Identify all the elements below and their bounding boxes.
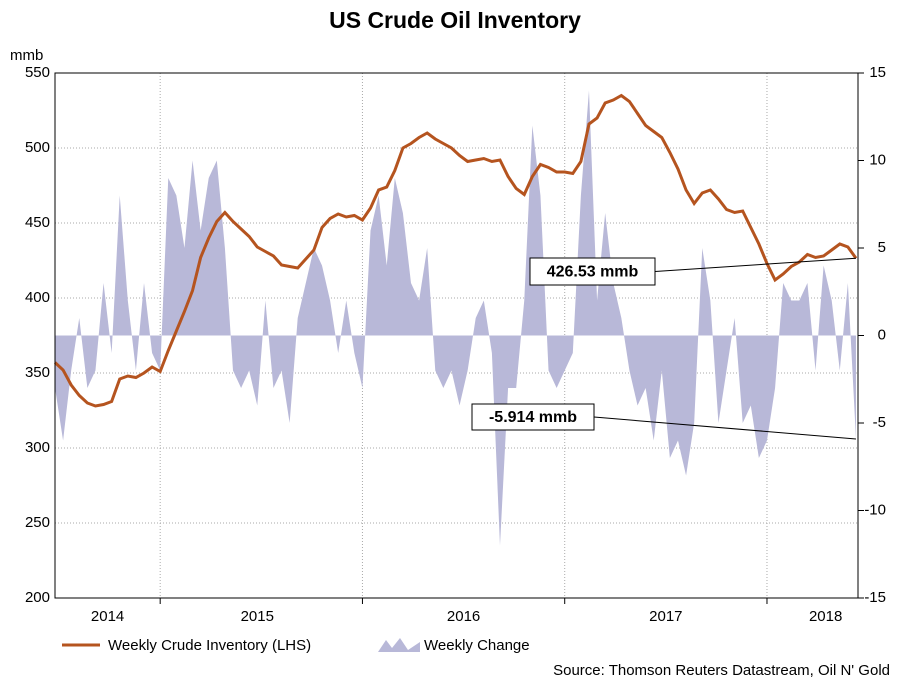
y2-tick-label: -5	[873, 414, 886, 431]
y2-tick-label: 10	[869, 151, 886, 168]
x-tick-label: 2018	[809, 608, 842, 625]
y-tick-label: 300	[25, 439, 50, 456]
y-tick-label: 400	[25, 289, 50, 306]
y2-tick-label: 5	[878, 239, 886, 256]
y2-tick-label: -15	[864, 589, 886, 606]
y-tick-label: 550	[25, 64, 50, 81]
annotation-box	[529, 257, 656, 286]
y2-tick-label: -10	[864, 501, 886, 518]
legend-swatch	[378, 638, 420, 652]
x-tick-label: 2017	[649, 608, 682, 625]
y2-tick-label: 0	[878, 326, 886, 343]
change-area	[55, 90, 856, 546]
y-tick-label: 200	[25, 589, 50, 606]
x-tick-label: 2016	[447, 608, 480, 625]
annotation-leader	[654, 257, 857, 272]
y-tick-label: 500	[25, 139, 50, 156]
x-tick-label: 2015	[241, 608, 274, 625]
legend-label: Weekly Change	[424, 637, 530, 654]
legend-label: Weekly Crude Inventory (LHS)	[108, 637, 311, 654]
chart-title: US Crude Oil Inventory	[329, 7, 581, 33]
inventory-line	[53, 93, 858, 408]
annotation: 426.53 mmb	[547, 264, 639, 281]
y-tick-label: 350	[25, 364, 50, 381]
annotation-leader	[593, 416, 857, 440]
y-tick-label: 450	[25, 214, 50, 231]
annotation: -5.914 mmb	[489, 409, 577, 426]
x-tick-label: 2014	[91, 608, 124, 625]
y-tick-label: 250	[25, 514, 50, 531]
y-axis-label: mmb	[10, 47, 43, 64]
y2-tick-label: 15	[869, 64, 886, 81]
source: Source: Thomson Reuters Datastream, Oil …	[553, 662, 890, 679]
annotation-box	[471, 403, 595, 431]
